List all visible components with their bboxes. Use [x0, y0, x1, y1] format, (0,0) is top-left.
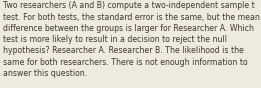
- Text: Two researchers (A and B) compute a two-independent sample t
test. For both test: Two researchers (A and B) compute a two-…: [3, 1, 260, 78]
